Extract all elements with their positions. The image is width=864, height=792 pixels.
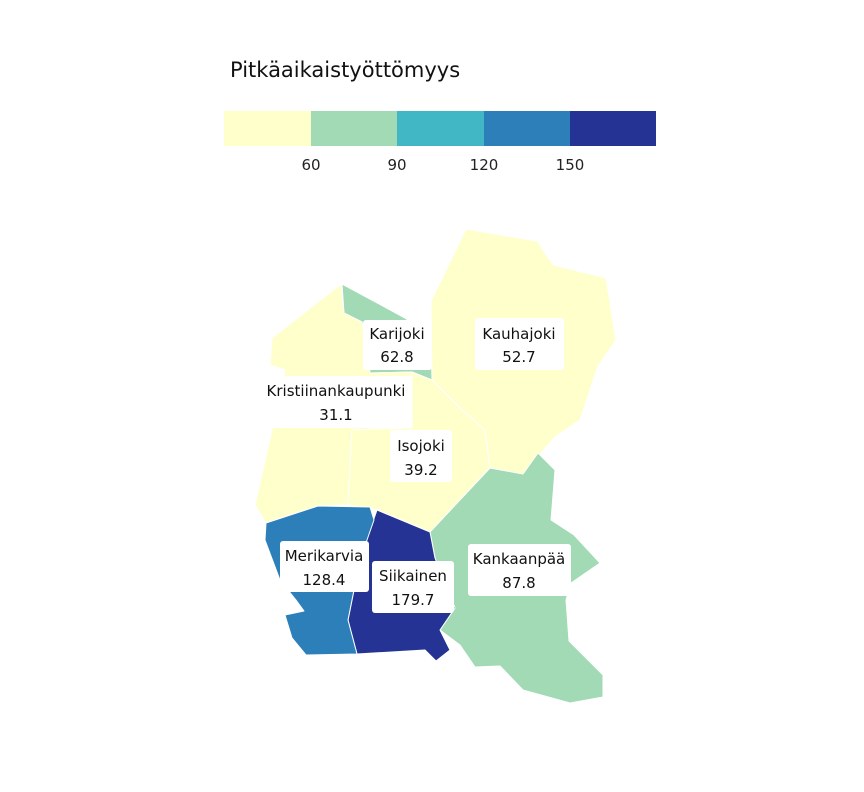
label-box <box>475 318 564 370</box>
label-kauhajoki: Kauhajoki 52.7 <box>475 318 564 370</box>
label-name: Siikainen <box>379 567 447 585</box>
legend-bin-3 <box>397 111 484 146</box>
legend-title: Pitkäaikaistyöttömyys <box>230 58 460 82</box>
label-box <box>468 544 571 596</box>
map-regions <box>254 228 617 704</box>
map-labels: Karijoki 62.8 Kauhajoki 52.7 Kristiinank… <box>260 318 571 613</box>
legend-bin-1 <box>224 111 311 146</box>
legend-tick-90: 90 <box>387 156 406 174</box>
label-kankaanpaa: Kankaanpää 87.8 <box>468 544 571 596</box>
label-box <box>260 376 412 428</box>
label-value: 39.2 <box>404 461 437 479</box>
label-box <box>390 430 452 482</box>
legend-tick-120: 120 <box>470 156 499 174</box>
label-box <box>280 541 369 592</box>
label-name: Kankaanpää <box>473 550 566 568</box>
legend-bin-4 <box>484 111 570 146</box>
label-name: Kristiinankaupunki <box>267 382 406 400</box>
label-name: Isojoki <box>397 437 445 455</box>
label-merikarvia: Merikarvia 128.4 <box>280 541 369 592</box>
label-value: 179.7 <box>392 591 435 609</box>
label-karijoki: Karijoki 62.8 <box>363 320 432 370</box>
label-box <box>363 320 432 370</box>
legend-bin-5 <box>570 111 656 146</box>
label-name: Merikarvia <box>285 547 364 565</box>
legend-tick-150: 150 <box>556 156 585 174</box>
label-siikainen: Siikainen 179.7 <box>372 561 454 613</box>
label-kristiinankaupunki: Kristiinankaupunki 31.1 <box>260 376 412 428</box>
label-box <box>372 561 454 613</box>
label-value: 31.1 <box>319 406 352 424</box>
label-value: 87.8 <box>502 574 535 592</box>
legend-bin-2 <box>311 111 397 146</box>
label-value: 62.8 <box>380 348 413 366</box>
label-isojoki: Isojoki 39.2 <box>390 430 452 482</box>
label-name: Kauhajoki <box>482 325 555 343</box>
label-value: 128.4 <box>303 571 346 589</box>
legend: Pitkäaikaistyöttömyys 60 90 120 150 <box>224 58 656 174</box>
label-name: Karijoki <box>369 325 424 343</box>
legend-tick-60: 60 <box>301 156 320 174</box>
label-value: 52.7 <box>502 348 535 366</box>
